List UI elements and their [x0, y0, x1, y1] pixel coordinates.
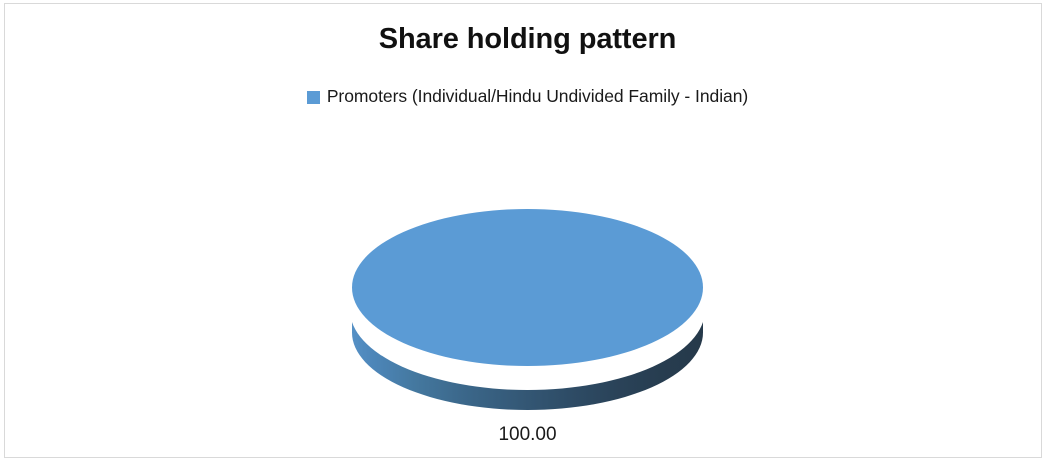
legend-item-promoters[interactable]: Promoters (Individual/Hindu Undivided Fa…: [307, 84, 748, 108]
legend-square-icon: [307, 91, 320, 104]
legend-item-label: Promoters (Individual/Hindu Undivided Fa…: [327, 84, 748, 108]
chart-canvas: Share holding pattern Promoters (Individ…: [0, 0, 1055, 464]
pie-chart-3d: [352, 209, 703, 411]
pie-slice-top-promoters[interactable]: [352, 209, 703, 366]
chart-legend: Promoters (Individual/Hindu Undivided Fa…: [0, 84, 1055, 111]
chart-title: Share holding pattern: [0, 19, 1055, 59]
pie-data-label: 100.00: [0, 422, 1055, 448]
